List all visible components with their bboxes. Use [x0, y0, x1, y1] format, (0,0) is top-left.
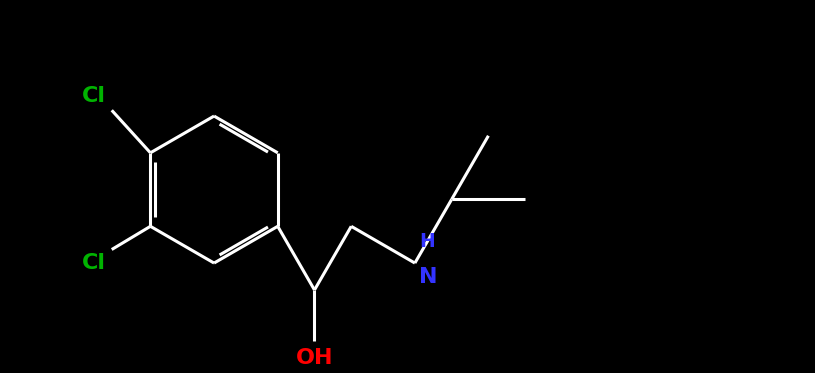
Text: Cl: Cl: [82, 253, 105, 273]
Text: N: N: [419, 267, 438, 287]
Text: OH: OH: [296, 348, 333, 368]
Text: H: H: [419, 232, 434, 251]
Text: Cl: Cl: [82, 87, 105, 106]
